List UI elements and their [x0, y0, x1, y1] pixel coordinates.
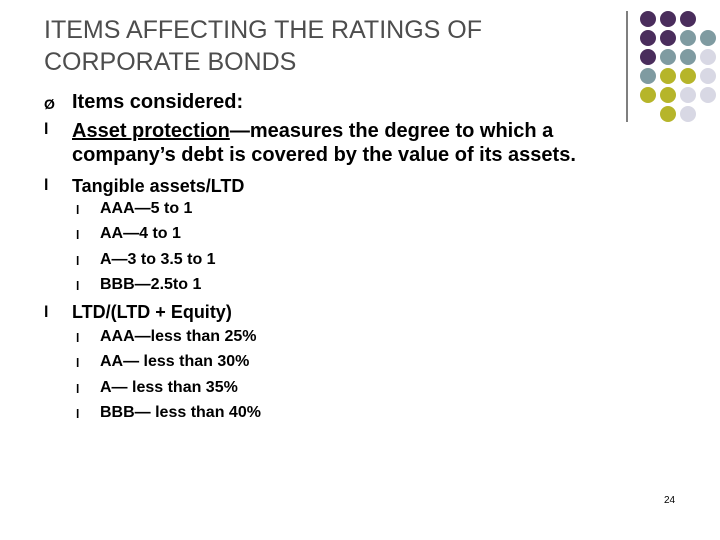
- dot: [640, 30, 656, 46]
- dot: [640, 68, 656, 84]
- tangible-item-4: BBB—2.5to 1: [100, 276, 202, 293]
- dot: [640, 11, 656, 27]
- tangible-item-1: AAA—5 to 1: [100, 200, 193, 217]
- sub-bullet-icon: l: [76, 228, 80, 242]
- dot: [660, 11, 676, 27]
- title-line-2: CORPORATE BONDS: [44, 48, 297, 76]
- dot: [660, 49, 676, 65]
- sub-bullet-icon: l: [76, 254, 80, 268]
- dot: [680, 49, 696, 65]
- dot: [660, 68, 676, 84]
- dot: [680, 11, 696, 27]
- ltd-equity-item-1: AAA—less than 25%: [100, 328, 257, 345]
- asset-protection-text: Asset protection—measures the degree to …: [72, 119, 712, 167]
- dot: [660, 87, 676, 103]
- sub-bullet-icon: l: [76, 279, 80, 293]
- sub-bullet-icon: l: [76, 382, 80, 396]
- items-considered-label: Items considered:: [72, 91, 244, 113]
- sub-bullet-icon: l: [76, 356, 80, 370]
- title-line-1: ITEMS AFFECTING THE RATINGS OF: [44, 16, 482, 44]
- dot: [680, 106, 696, 122]
- tangible-item-3: A—3 to 3.5 to 1: [100, 251, 216, 268]
- asset-protection-line-2: company’s debt is covered by the value o…: [72, 144, 576, 166]
- dot: [700, 30, 716, 46]
- sub-bullet-icon: l: [76, 407, 80, 421]
- dot: [680, 30, 696, 46]
- dot: [660, 106, 676, 122]
- tangible-item-2: AA—4 to 1: [100, 225, 181, 242]
- page-number: 24: [664, 495, 676, 506]
- ltd-equity-item-2: AA— less than 30%: [100, 353, 250, 370]
- dot: [700, 49, 716, 65]
- sub-bullet-icon: l: [76, 203, 80, 217]
- dot: [660, 30, 676, 46]
- ltd-equity-label: LTD/(LTD + Equity): [72, 302, 232, 322]
- slide-title: ITEMS AFFECTING THE RATINGS OF CORPORATE…: [44, 14, 604, 78]
- decorative-divider: [626, 11, 628, 122]
- ltd-equity-item-3: A— less than 35%: [100, 379, 238, 396]
- bullet-icon: l: [44, 177, 49, 194]
- dot: [700, 87, 716, 103]
- dot: [680, 87, 696, 103]
- dot: [640, 49, 656, 65]
- bullet-icon: l: [44, 121, 49, 138]
- dot: [700, 68, 716, 84]
- tangible-label: Tangible assets/LTD: [72, 176, 245, 196]
- asset-protection-line-1: Asset protection—measures the degree to …: [72, 119, 712, 143]
- ltd-equity-item-4: BBB— less than 40%: [100, 404, 261, 421]
- dot: [680, 68, 696, 84]
- sub-bullet-icon: l: [76, 331, 80, 345]
- arrow-bullet-icon: Ø: [44, 96, 55, 112]
- dot: [640, 87, 656, 103]
- asset-protection-definition: —measures the degree to which a: [229, 120, 554, 142]
- bullet-icon: l: [44, 304, 49, 321]
- asset-protection-term: Asset protection: [72, 120, 230, 142]
